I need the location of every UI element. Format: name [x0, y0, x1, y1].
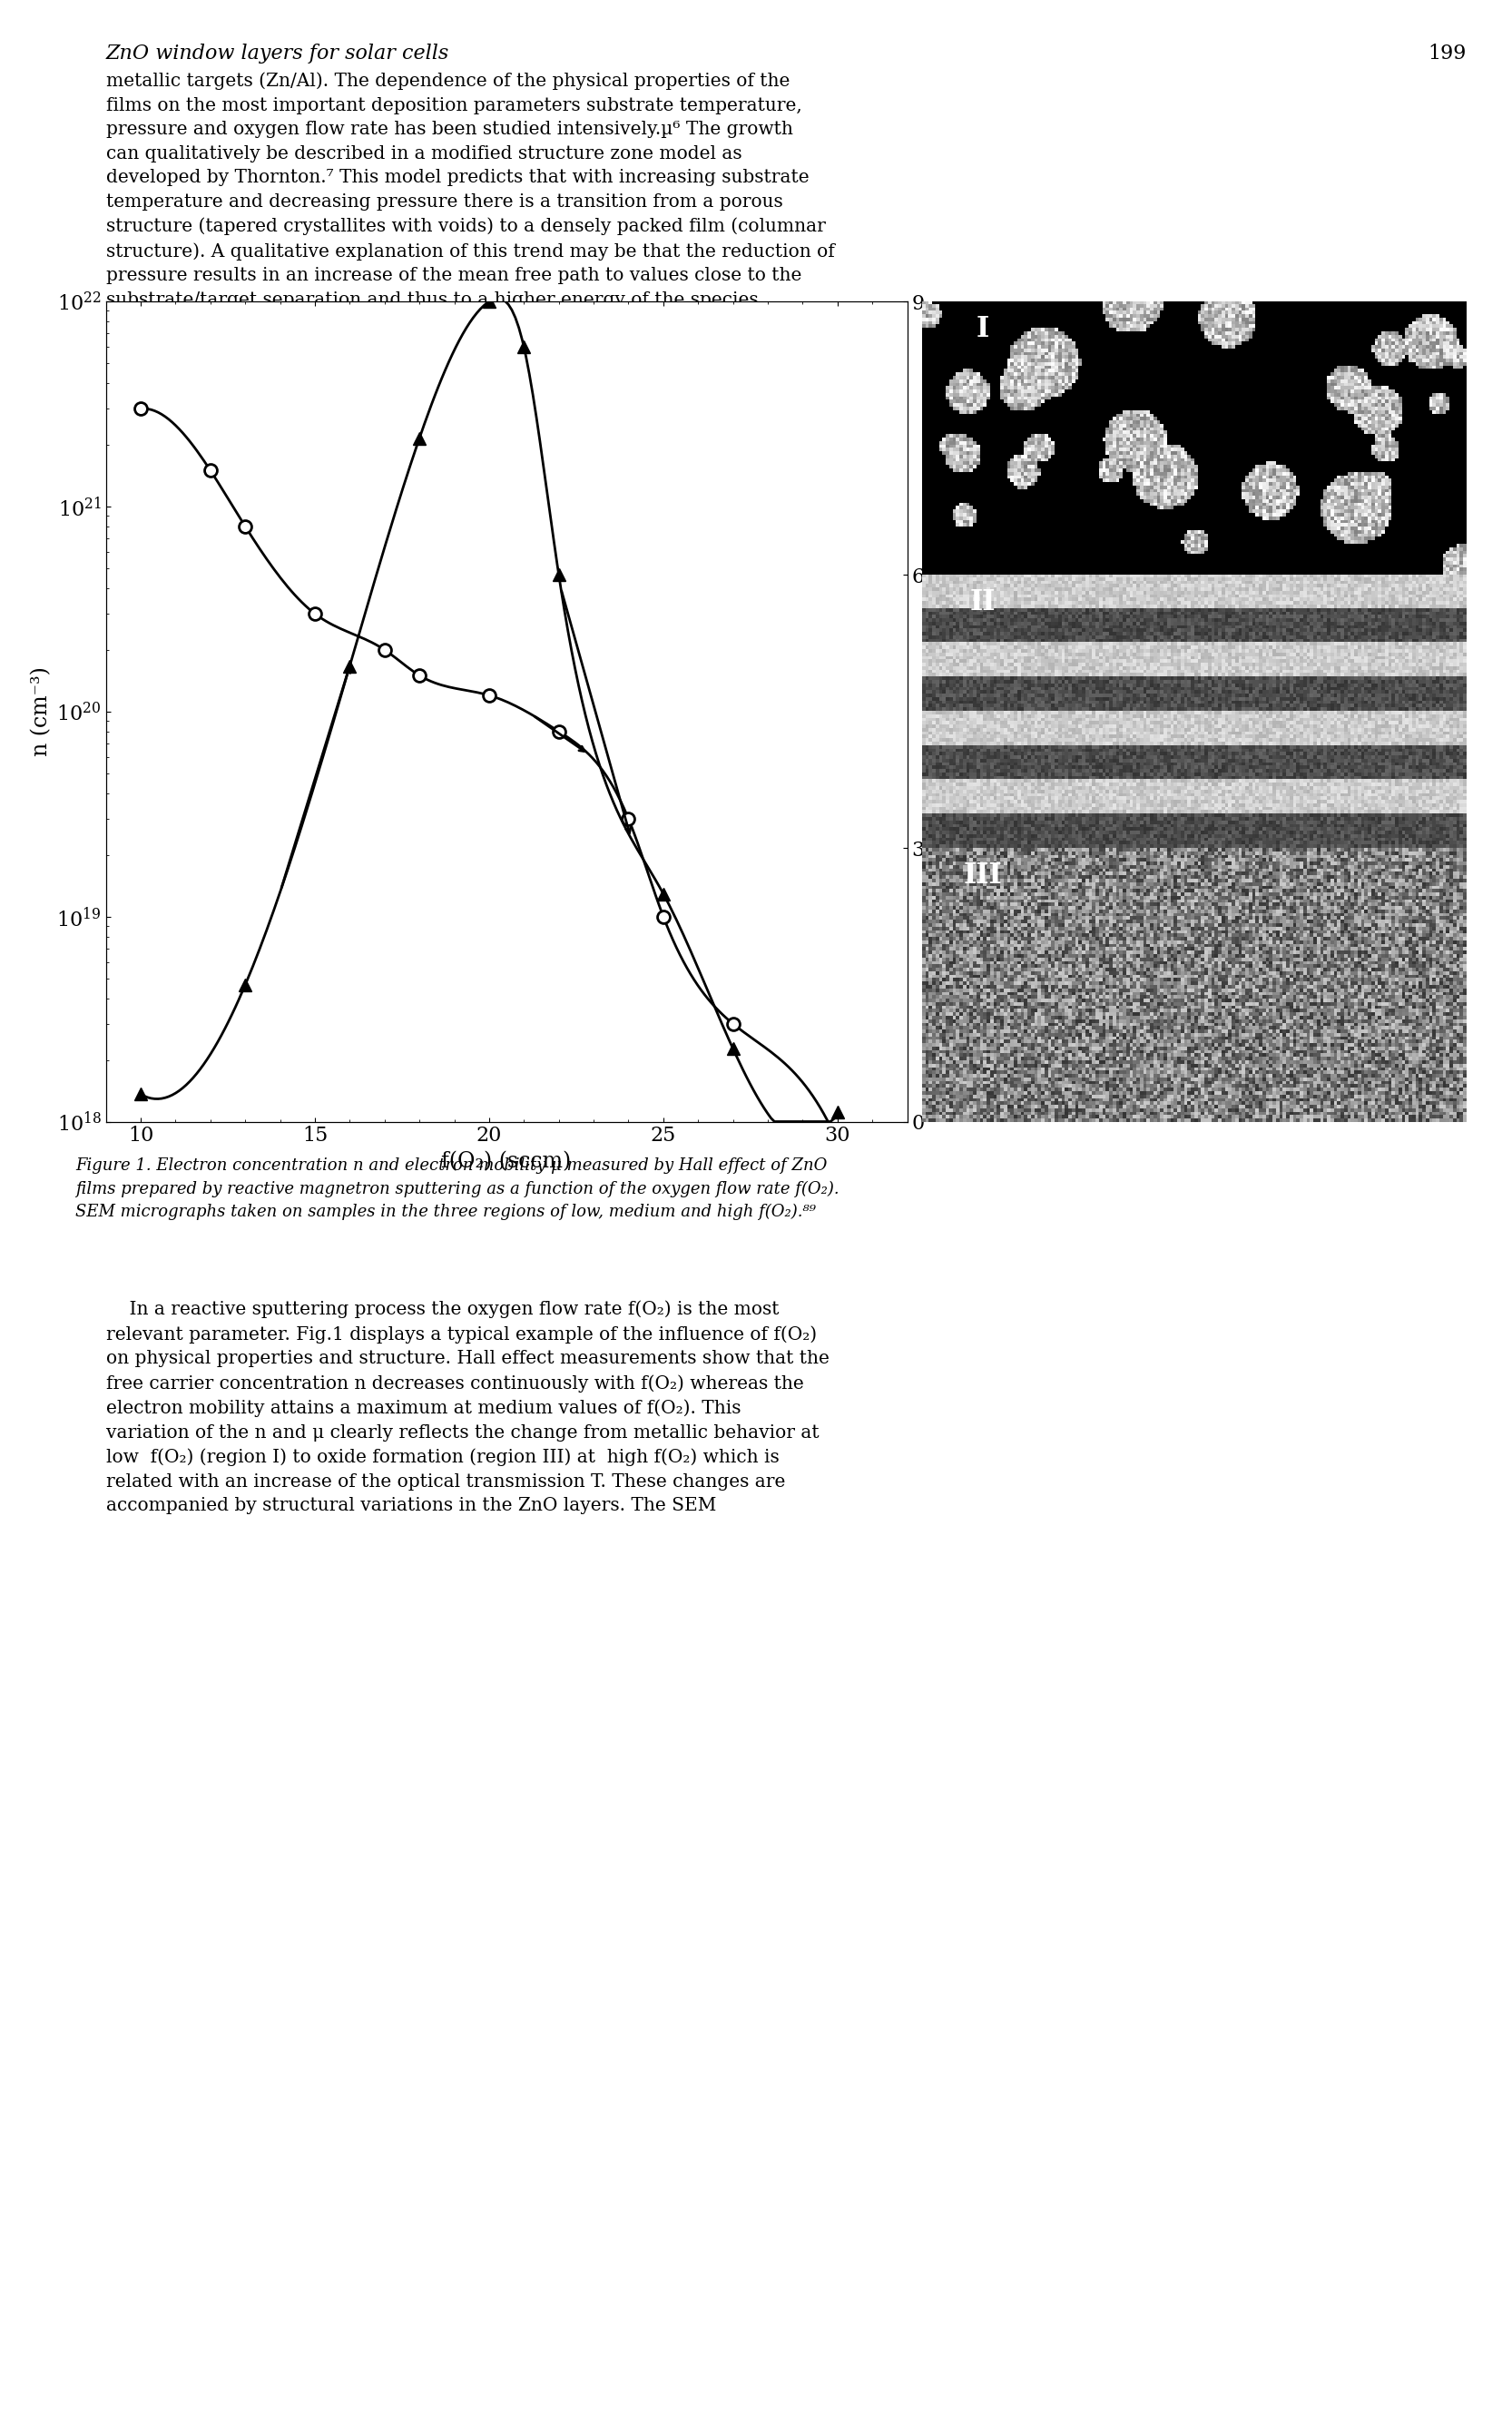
Text: Figure 1. Electron concentration n and electron mobility μ measured by Hall effe: Figure 1. Electron concentration n and e… — [76, 1158, 839, 1220]
Text: 199: 199 — [1429, 43, 1467, 63]
X-axis label: f(O₂) (sccm): f(O₂) (sccm) — [442, 1151, 572, 1172]
Text: II: II — [969, 589, 996, 617]
Text: metallic targets (Zn/Al). The dependence of the physical properties of the
films: metallic targets (Zn/Al). The dependence… — [106, 72, 835, 333]
Text: III: III — [963, 861, 1002, 890]
Text: ZnO window layers for solar cells: ZnO window layers for solar cells — [106, 43, 449, 63]
Text: In a reactive sputtering process the oxygen flow rate f(O₂) is the most
relevant: In a reactive sputtering process the oxy… — [106, 1300, 829, 1515]
Y-axis label: μH (cm²/ Vs): μH (cm²/ Vs) — [928, 642, 950, 781]
Y-axis label: n (cm⁻³): n (cm⁻³) — [30, 666, 51, 757]
Text: I: I — [977, 316, 989, 343]
